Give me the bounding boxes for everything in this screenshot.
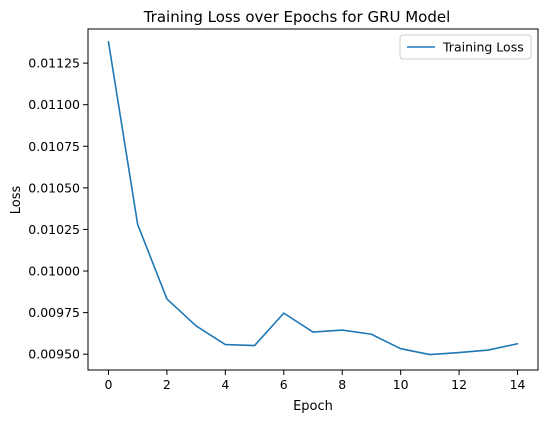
legend: Training Loss: [399, 34, 532, 60]
x-tick-label: 8: [338, 377, 346, 392]
plot-frame: [87, 28, 539, 371]
x-tick-label: 6: [280, 377, 288, 392]
x-axis-ticks: 0 2 4 6 8 10 12 14: [104, 370, 526, 392]
x-tick-label: 4: [221, 377, 229, 392]
x-tick-label: 14: [510, 377, 526, 392]
x-tick-label: 0: [104, 377, 112, 392]
x-axis-label: Epoch: [293, 399, 333, 414]
x-tick-label: 10: [393, 377, 409, 392]
legend-box: [399, 34, 532, 60]
x-tick-label: 12: [451, 377, 467, 392]
y-tick-label: 0.00950: [28, 347, 80, 362]
y-tick-label: 0.01075: [28, 139, 80, 154]
chart-title: Training Loss over Epochs for GRU Model: [143, 8, 451, 26]
y-tick-label: 0.00975: [28, 305, 80, 320]
x-tick-label: 2: [163, 377, 171, 392]
training-loss-line: [107, 41, 519, 356]
y-axis-ticks: 0.00950 0.00975 0.01000 0.01025 0.01050 0.010…: [28, 56, 88, 362]
legend-label-training-loss: Training Loss: [442, 40, 524, 55]
y-axis-label: Loss: [9, 186, 24, 215]
y-tick-label: 0.01000: [28, 264, 80, 279]
y-tick-label: 0.01100: [28, 97, 80, 112]
y-tick-label: 0.01025: [28, 222, 80, 237]
y-tick-label: 0.01050: [28, 180, 80, 195]
y-tick-label: 0.01125: [28, 56, 80, 71]
